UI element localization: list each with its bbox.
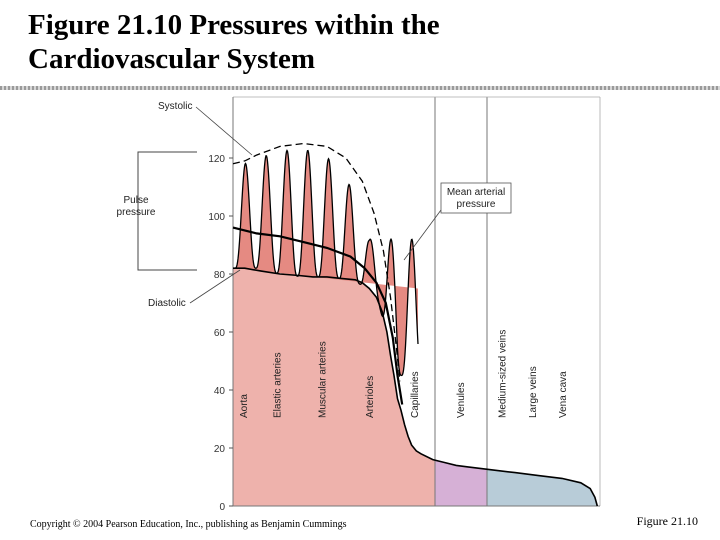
mean-arterial-callout-box <box>440 182 512 214</box>
pulse-pressure-label-line1: Pulse <box>123 195 148 206</box>
region-label-3: Arterioles <box>365 376 376 418</box>
mean-arterial-line <box>232 226 404 405</box>
systolic-envelope-line <box>232 142 401 382</box>
y-tick-label-0: 0 <box>219 502 225 513</box>
pulse-pressure-label-line2: pressure <box>117 207 156 218</box>
figure-label: Figure 21.10 <box>636 514 698 528</box>
pulse-pressure-bracket <box>137 151 197 271</box>
y-tick-label-3: 60 <box>214 328 226 339</box>
region-label-7: Large veins <box>528 366 539 418</box>
mean-arterial-label-line2: pressure <box>457 199 496 210</box>
pulse-wave-fill <box>235 150 418 376</box>
systolic-label: Systolic <box>158 101 192 112</box>
title-line-2: Cardiovascular System <box>28 43 316 75</box>
slide-title: Figure 21.10 Pressures within the Cardio… <box>28 8 628 76</box>
pressure-profile-line <box>233 267 599 507</box>
pulse-wave-line <box>234 149 419 377</box>
systolic-leader-line <box>195 106 253 156</box>
region-label-4: Capillaries <box>410 371 421 418</box>
region-label-8: Vena cava <box>558 371 569 418</box>
region-label-2: Muscular arteries <box>318 341 329 418</box>
mean-arterial-leader-line <box>403 209 442 261</box>
diastolic-leader-line <box>189 269 241 304</box>
title-divider <box>0 86 720 90</box>
y-tick-label-5: 100 <box>208 212 225 223</box>
region-label-1: Elastic arteries <box>273 352 284 418</box>
copyright-text: Copyright © 2004 Pearson Education, Inc.… <box>30 519 347 530</box>
diastolic-label: Diastolic <box>148 298 186 309</box>
region-label-5: Venules <box>456 382 467 418</box>
mean-arterial-label-line1: Mean arterial <box>447 187 505 198</box>
arterial-fill <box>233 268 435 506</box>
venous-fill <box>487 469 600 506</box>
region-label-6: Medium-sized veins <box>498 330 509 418</box>
y-tick-label-6: 120 <box>208 154 225 165</box>
y-tick-label-2: 40 <box>214 386 226 397</box>
region-label-0: Aorta <box>239 394 250 418</box>
capillary-fill <box>435 460 487 506</box>
y-tick-label-1: 20 <box>214 444 226 455</box>
y-tick-label-4: 80 <box>214 270 226 281</box>
title-line-1: Figure 21.10 Pressures within the <box>28 9 440 41</box>
